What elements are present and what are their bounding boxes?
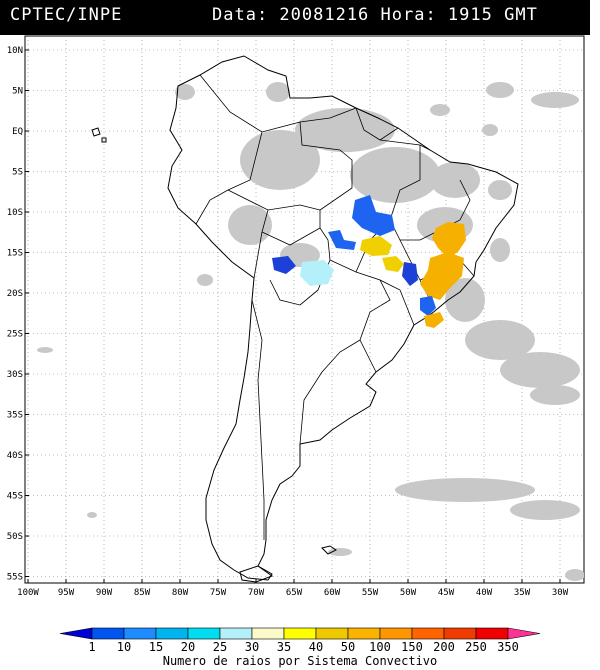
colorbar-segment bbox=[379, 627, 413, 640]
lat-tick-label: EQ bbox=[12, 127, 23, 137]
colorbar-label: 25 bbox=[213, 640, 227, 654]
colorbar-label: 350 bbox=[497, 640, 519, 654]
colorbar-segment bbox=[443, 627, 477, 640]
storm-cell-minas-yellow bbox=[382, 256, 404, 272]
colorbar-segment bbox=[219, 627, 253, 640]
title-bar: CPTEC/INPE Data: 20081216 Hora: 1915 GMT bbox=[0, 0, 590, 35]
colorbar-title: Numero de raios por Sistema Convectivo bbox=[162, 654, 438, 668]
lat-tick-label: 15S bbox=[7, 249, 23, 259]
colorbar-segment bbox=[155, 627, 189, 640]
lat-tick-label: 10N bbox=[7, 46, 23, 56]
colorbar-label: 20 bbox=[181, 640, 195, 654]
storm-cell-mato-grosso bbox=[352, 195, 395, 236]
lon-tick-label: 95W bbox=[58, 588, 75, 598]
lat-tick-label: 5S bbox=[12, 168, 23, 178]
lat-tick-label: 55S bbox=[7, 573, 23, 583]
lat-tick-label: 50S bbox=[7, 532, 23, 542]
colorbar-label: 50 bbox=[341, 640, 355, 654]
lon-tick-label: 70W bbox=[248, 588, 265, 598]
lat-tick-label: 5N bbox=[12, 87, 23, 97]
colorbar: 1 10 15 20 25 30 35 40 50 100 150 200 250 350 bbox=[59, 627, 541, 654]
lon-tick-label: 100W bbox=[17, 588, 39, 598]
lat-tick-label: 40S bbox=[7, 451, 23, 461]
colorbar-segment bbox=[283, 627, 317, 640]
storm-cell-sp-blue bbox=[420, 296, 436, 316]
colorbar-label: 250 bbox=[465, 640, 487, 654]
lat-axis: 10N 5N EQ 5S 10S 15S 20S 25S 30S 35S 40S 45S 50S 55S bbox=[7, 46, 29, 583]
colorbar-segment bbox=[315, 627, 349, 640]
datetime-label: Data: 20081216 Hora: 1915 GMT bbox=[212, 5, 538, 25]
lon-tick-label: 65W bbox=[286, 588, 303, 598]
colorbar-label: 15 bbox=[149, 640, 163, 654]
lat-tick-label: 30S bbox=[7, 370, 23, 380]
lon-tick-label: 30W bbox=[552, 588, 569, 598]
storm-cell-sp-orange bbox=[424, 312, 444, 328]
colorbar-segment bbox=[475, 627, 509, 640]
storm-cell-goias bbox=[360, 236, 392, 256]
lon-tick-label: 85W bbox=[134, 588, 151, 598]
colorbar-label: 1 bbox=[88, 640, 95, 654]
tierra-del-fuego bbox=[239, 565, 274, 583]
colorbar-segment bbox=[59, 627, 93, 640]
lon-tick-label: 55W bbox=[362, 588, 379, 598]
lon-tick-label: 35W bbox=[514, 588, 531, 598]
storm-cell-bolivia-light bbox=[300, 260, 334, 286]
convective-systems-layer bbox=[272, 195, 466, 328]
colorbar-segment bbox=[91, 627, 125, 640]
lat-tick-label: 35S bbox=[7, 411, 23, 421]
lon-tick-label: 60W bbox=[324, 588, 341, 598]
storm-cell-west bbox=[328, 230, 356, 250]
colorbar-label: 30 bbox=[245, 640, 259, 654]
lon-tick-label: 90W bbox=[96, 588, 113, 598]
cloud-cover-layer bbox=[37, 82, 584, 581]
colorbar-label: 200 bbox=[433, 640, 455, 654]
colorbar-segment bbox=[411, 627, 445, 640]
colorbar-segment bbox=[347, 627, 381, 640]
lon-axis: 100W 95W 90W 85W 80W 75W 70W 65W 60W 55W 50W 45W 40W… bbox=[17, 579, 569, 598]
colorbar-label: 100 bbox=[369, 640, 391, 654]
lat-tick-label: 20S bbox=[7, 289, 23, 299]
lon-tick-label: 45W bbox=[438, 588, 455, 598]
lon-tick-label: 50W bbox=[400, 588, 417, 598]
storm-cell-bolivia bbox=[272, 256, 296, 274]
galapagos-islands bbox=[91, 127, 107, 143]
falkland-islands bbox=[321, 545, 337, 555]
lat-tick-label: 45S bbox=[7, 492, 23, 502]
lat-tick-label: 10S bbox=[7, 208, 23, 218]
lon-tick-label: 80W bbox=[172, 588, 189, 598]
storm-cell-minas-orange bbox=[420, 252, 464, 300]
colorbar-label: 40 bbox=[309, 640, 323, 654]
lon-tick-label: 40W bbox=[476, 588, 493, 598]
storm-cell-bahia bbox=[432, 222, 466, 258]
colorbar-label: 150 bbox=[401, 640, 423, 654]
org-label: CPTEC/INPE bbox=[10, 5, 123, 25]
storm-cell-minas-blue bbox=[402, 262, 418, 286]
colorbar-segment bbox=[123, 627, 157, 640]
colorbar-segment bbox=[251, 627, 285, 640]
colorbar-label: 10 bbox=[117, 640, 131, 654]
colorbar-segment bbox=[507, 627, 541, 640]
colorbar-segment bbox=[187, 627, 221, 640]
lat-tick-label: 25S bbox=[7, 330, 23, 340]
lon-tick-label: 75W bbox=[210, 588, 227, 598]
colorbar-label: 35 bbox=[277, 640, 291, 654]
